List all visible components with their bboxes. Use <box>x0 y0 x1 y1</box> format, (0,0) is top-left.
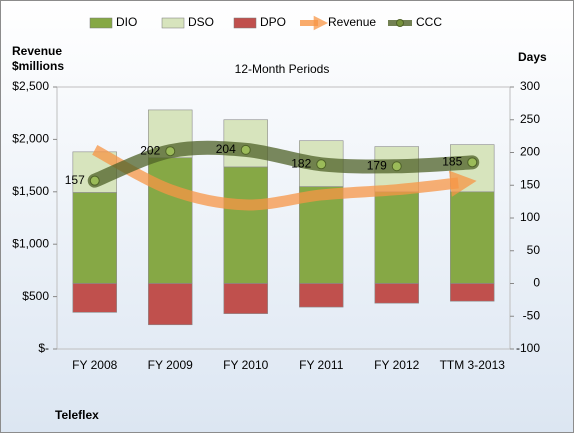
bar <box>72 192 117 284</box>
bar <box>374 283 419 304</box>
bar <box>374 191 419 284</box>
footer: Teleflex <box>55 408 99 422</box>
data-label: 182 <box>291 156 311 170</box>
bar <box>299 186 344 284</box>
data-label: 179 <box>367 158 387 172</box>
legend-label: DIO <box>116 15 137 29</box>
x-tick-label: TTM 3-2013 <box>440 358 506 372</box>
ccc-point <box>89 175 100 186</box>
y2-tick-label: 0 <box>533 276 540 290</box>
ccc-point <box>165 146 176 157</box>
y-tick-label: $1,500 <box>12 184 49 198</box>
bar <box>148 157 193 284</box>
bar <box>223 283 268 314</box>
x-tick-label: FY 2008 <box>72 358 117 372</box>
y2-tick-label: 150 <box>520 177 540 191</box>
x-tick-label: FY 2010 <box>223 358 268 372</box>
data-label: 204 <box>216 142 236 156</box>
ccc-line <box>87 140 480 188</box>
legend-swatch <box>396 19 404 27</box>
legend-swatch <box>233 17 257 29</box>
bar <box>148 283 193 326</box>
bar <box>72 283 117 313</box>
y2-tick-label: 50 <box>527 243 541 257</box>
y2-axis-title: Days <box>518 50 547 64</box>
legend-label: DPO <box>260 15 286 29</box>
bar <box>299 283 344 308</box>
legend-label: CCC <box>416 15 442 29</box>
y2-tick-label: 100 <box>520 210 540 224</box>
y-tick-label: $500 <box>22 289 49 303</box>
y2-tick-label: -50 <box>523 308 541 322</box>
y2-tick-label: 300 <box>520 79 540 93</box>
bar <box>223 166 268 284</box>
y2-tick-label: -100 <box>516 341 540 355</box>
ccc-point <box>316 159 327 170</box>
data-label: 185 <box>442 154 462 168</box>
x-tick-label: FY 2012 <box>374 358 419 372</box>
y-tick-label: $2,000 <box>12 132 49 146</box>
y-tick-label: $2,500 <box>12 79 49 93</box>
ccc-point <box>391 161 402 172</box>
data-label: 157 <box>65 173 85 187</box>
legend-label: Revenue <box>328 15 376 29</box>
y-axis-title: Revenue <box>12 44 62 58</box>
y-tick-label: $1,000 <box>12 236 49 250</box>
y2-tick-label: 250 <box>520 112 540 126</box>
y-axis-title: $millions <box>12 59 64 73</box>
data-label: 202 <box>140 143 160 157</box>
ccc-point <box>467 157 478 168</box>
bar <box>450 191 495 284</box>
chart-title: 12-Month Periods <box>235 62 330 76</box>
y-tick-label: $- <box>38 341 49 355</box>
legend-swatch <box>89 17 113 29</box>
ccc-point <box>240 144 251 155</box>
legend-label: DSO <box>188 15 214 29</box>
legend-swatch <box>161 17 185 29</box>
x-tick-label: FY 2011 <box>299 358 344 372</box>
bar <box>450 283 495 302</box>
x-tick-label: FY 2009 <box>148 358 193 372</box>
revenue-line <box>92 145 477 211</box>
y2-tick-label: 200 <box>520 145 540 159</box>
